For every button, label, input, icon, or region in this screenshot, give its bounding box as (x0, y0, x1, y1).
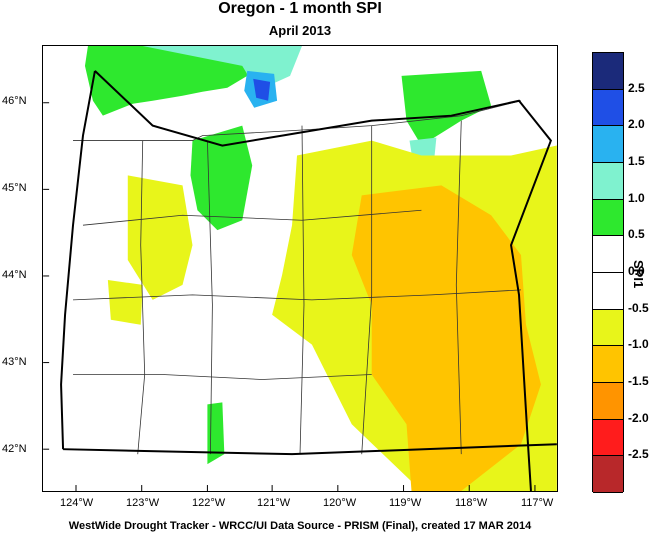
lat-label: 43°N (2, 356, 27, 368)
legend-label: -1.0 (628, 337, 649, 352)
legend-swatch (593, 53, 623, 90)
legend-label: 1.5 (628, 154, 645, 168)
legend-label: 1.0 (628, 190, 645, 205)
legend-label: 0.5 (628, 227, 645, 242)
spi-map (42, 45, 558, 492)
county-lines (73, 100, 522, 455)
lon-label: 117°W (521, 497, 554, 509)
lat-label: 46°N (2, 95, 27, 107)
legend-label: -2.0 (628, 410, 649, 425)
legend-swatch (593, 419, 623, 457)
legend-label: -1.5 (628, 374, 649, 388)
legend-swatch (593, 89, 623, 127)
lon-label: 121°W (257, 497, 291, 509)
legend-swatch (593, 236, 623, 273)
oregon-border (94, 70, 553, 491)
legend-swatch (593, 199, 623, 237)
legend-swatch (593, 163, 623, 200)
legend-swatch (593, 273, 623, 310)
wet-region-darkblue (253, 78, 271, 101)
southern-border (63, 443, 557, 456)
legend-swatch (593, 456, 623, 493)
wet-region-cascades (190, 125, 253, 231)
lon-label: 124°W (60, 497, 94, 509)
legend-swatch (593, 346, 623, 383)
legend-label: 2.0 (628, 117, 645, 132)
map-title: Oregon - 1 month SPI (218, 0, 382, 17)
wet-region-northeast (401, 70, 492, 146)
legend-label: 2.5 (628, 80, 645, 95)
legend-label: -0.5 (628, 300, 649, 315)
lon-label: 120°W (323, 497, 357, 509)
very-dry-region (351, 185, 541, 491)
wet-region-northwest (84, 46, 248, 116)
dry-region-central-west (127, 175, 193, 300)
footer-credit: WestWide Drought Tracker - WRCC/UI Data … (68, 520, 532, 532)
lat-label: 44°N (2, 269, 27, 281)
legend-swatch (593, 126, 623, 163)
dry-patch-west (107, 279, 143, 325)
legend-label: -2.5 (628, 447, 649, 462)
map-subtitle: April 2013 (268, 23, 332, 38)
lon-label: 119°W (389, 497, 422, 509)
legend-label: 0.0 (628, 264, 645, 278)
legend-swatch (593, 383, 623, 420)
coastline (60, 70, 96, 450)
spi-legend-bar (592, 52, 624, 493)
lat-label: 42°N (2, 443, 27, 455)
wet-patch-south (207, 402, 225, 465)
lon-label: 122°W (192, 497, 226, 509)
lat-label: 45°N (2, 182, 27, 194)
legend-swatch (593, 309, 623, 347)
lon-label: 118°W (455, 497, 488, 509)
lon-label: 123°W (126, 497, 160, 509)
